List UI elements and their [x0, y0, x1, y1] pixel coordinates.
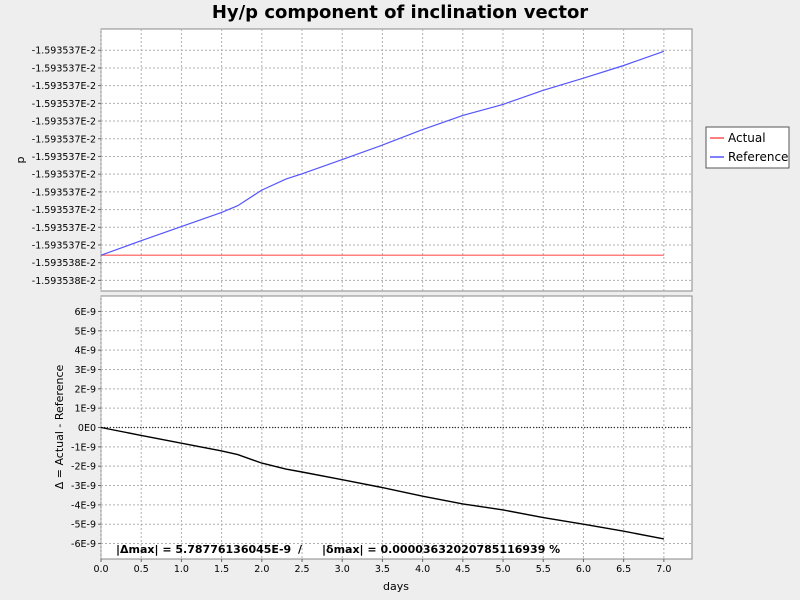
bottom-y-tick-label: 3E-9	[74, 365, 96, 376]
x-tick-label: 2.0	[254, 564, 269, 575]
bottom-plot-panel: 6E-9 5E-9 4E-9 3E-9 2E-9 1E-9 0E0 -1E-9 -2E-9 -3E…	[71, 295, 693, 560]
x-tick-label: 1.0	[174, 564, 189, 575]
top-y-axis-label: p	[14, 156, 27, 163]
legend-label-actual: Actual	[728, 131, 766, 145]
bottom-y-tick-label: 5E-9	[74, 326, 96, 337]
stats-separator: /	[298, 543, 303, 556]
x-tick-label: 4.0	[415, 564, 430, 575]
top-plot-background	[100, 28, 693, 292]
top-y-tick-label: -1.593537E-2	[32, 99, 96, 110]
top-y-tick-label: -1.593537E-2	[32, 152, 96, 163]
top-gridlines	[100, 29, 692, 291]
top-y-tick-label: -1.593537E-2	[32, 205, 96, 216]
top-series-line-reference	[100, 50, 665, 256]
x-tick-label: 4.5	[455, 564, 470, 575]
bottom-y-tick-label: -5E-9	[71, 520, 96, 531]
top-y-tick-label: -1.593537E-2	[32, 63, 96, 74]
bottom-y-tick-label: 6E-9	[74, 307, 96, 318]
bottom-y-tick-labels: 6E-9 5E-9 4E-9 3E-9 2E-9 1E-9 0E0 -1E-9 -2E-9 -3E…	[71, 307, 101, 550]
bottom-y-tick-label: 4E-9	[74, 346, 96, 357]
bottom-y-tick-label: -3E-9	[71, 481, 96, 492]
legend-label-reference: Reference	[728, 150, 788, 164]
x-tick-label: 2.5	[294, 564, 309, 575]
bottom-y-tick-label: -2E-9	[71, 462, 96, 473]
top-y-tick-label: -1.593537E-2	[32, 170, 96, 181]
top-y-tick-label: -1.593537E-2	[32, 187, 96, 198]
x-tick-label: 6.5	[616, 564, 631, 575]
top-y-tick-label: -1.593538E-2	[32, 276, 96, 287]
top-y-tick-label: -1.593537E-2	[32, 240, 96, 251]
bottom-y-tick-label: -6E-9	[71, 539, 96, 550]
top-y-tick-label: -1.593537E-2	[32, 134, 96, 145]
x-tick-label: 5.5	[536, 564, 551, 575]
bottom-y-tick-label: -4E-9	[71, 500, 96, 511]
x-tick-labels: 0.0 0.5 1.0 1.5 2.0 2.5 3.0 3.5 4.0 4.5 5.0 5.5 6.0 6…	[93, 559, 671, 575]
bottom-gridlines	[100, 296, 692, 559]
bottom-y-tick-label: 1E-9	[74, 404, 96, 415]
stats-annotation: |Δmax| = 5.78776136045E-9 / |δmax| = 0.000…	[116, 543, 560, 556]
chart-title: Hy/p component of inclination vector	[211, 2, 589, 23]
top-plot-panel: -1.593537E-2 -1.593537E-2 -1.593537E-2 -1.5…	[32, 28, 693, 292]
top-series-group	[100, 50, 665, 256]
x-tick-label: 3.0	[335, 564, 350, 575]
bottom-series-group	[100, 426, 665, 540]
x-tick-label: 0.0	[93, 564, 108, 575]
x-axis-label: days	[383, 580, 409, 593]
x-tick-label: 5.0	[495, 564, 510, 575]
delta-max-text: |Δmax| = 5.78776136045E-9	[116, 543, 291, 556]
bottom-series-line-delta	[100, 426, 665, 540]
x-tick-label: 0.5	[134, 564, 149, 575]
x-tick-label: 3.5	[375, 564, 390, 575]
top-y-tick-label: -1.593537E-2	[32, 46, 96, 57]
top-y-tick-label: -1.593537E-2	[32, 81, 96, 92]
x-tick-label: 1.5	[214, 564, 229, 575]
top-y-tick-labels: -1.593537E-2 -1.593537E-2 -1.593537E-2 -1.5…	[32, 46, 101, 287]
x-tick-label: 7.0	[656, 564, 671, 575]
x-tick-label: 6.0	[576, 564, 591, 575]
bottom-y-axis-label: Δ = Actual - Reference	[53, 364, 66, 489]
rel-max-text: |δmax| = 0.00003632020785116939 %	[322, 543, 560, 556]
bottom-y-tick-label: 2E-9	[74, 384, 96, 395]
top-y-tick-label: -1.593537E-2	[32, 223, 96, 234]
top-y-tick-label: -1.593537E-2	[32, 117, 96, 128]
legend-box	[705, 126, 790, 169]
bottom-y-tick-label: -1E-9	[71, 442, 96, 453]
bottom-y-tick-label: 0E0	[78, 423, 96, 434]
legend: Actual Reference	[705, 126, 790, 169]
top-y-tick-label: -1.593538E-2	[32, 258, 96, 269]
